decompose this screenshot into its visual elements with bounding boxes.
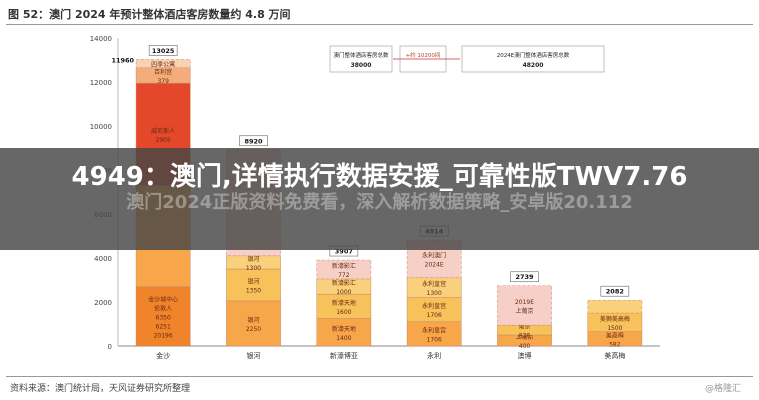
bar-total-label: 8920	[244, 137, 263, 145]
segment-label: 1400	[336, 335, 351, 342]
bar-segment	[135, 59, 191, 68]
segment-label: 1600	[336, 309, 351, 316]
bar-segment	[406, 321, 462, 347]
bar-total-label: 3907	[335, 248, 353, 256]
segment-label: 2905	[156, 137, 171, 144]
segment-label: 1350	[246, 287, 261, 294]
segment-label: 银河	[247, 277, 259, 285]
x-tick-label: 银河	[247, 351, 261, 360]
x-tick-label: 金沙	[156, 351, 170, 360]
segment-label: 6251	[156, 323, 171, 330]
segment-label: 永利皇宫	[422, 326, 446, 334]
segment-label: 400	[519, 343, 531, 350]
bottom-rule	[6, 376, 753, 377]
x-tick-label: 永利	[427, 351, 441, 360]
segment-label: 威尼斯人	[151, 127, 175, 135]
segment-label: 百利宫	[154, 68, 172, 76]
segment-label: 6350	[156, 314, 171, 321]
total-box	[239, 135, 268, 147]
segment-label: 四季公寓	[151, 61, 175, 69]
chart-title: 图 52：澳门 2024 年预计整体酒店客房数量约 4.8 万间	[8, 8, 291, 21]
segment-label: 银河	[247, 316, 259, 324]
callout-label: 澳门整体酒店客房总数	[333, 51, 389, 59]
total-box	[600, 285, 630, 297]
total-box	[148, 45, 178, 56]
segment-label: 永利皇宫	[422, 302, 446, 310]
y-tick-label: 2000	[94, 299, 112, 307]
source-note: 资料来源：澳门统计局，天风证券研究所整理	[10, 384, 191, 394]
headline-overlay	[0, 148, 759, 250]
x-tick-label: 新濠博亚	[330, 351, 358, 360]
bar-segment	[316, 259, 372, 280]
segment-label: 永利皇宫	[422, 280, 446, 288]
bar-segment	[226, 300, 281, 347]
segment-label: 2019E	[515, 299, 534, 306]
segment-label: 新濠影汇	[332, 279, 356, 287]
annotation-label: 11960	[111, 56, 134, 64]
callout-label: +约 10200间	[406, 51, 441, 59]
segment-label: 永利澳门	[422, 251, 446, 259]
bar-segment	[135, 286, 191, 347]
segment-label: 伦敦人	[154, 304, 172, 312]
segment-label: 1500	[607, 325, 622, 332]
segment-label: 1706	[427, 312, 442, 319]
headline-text: 4949：澳门,详情执行数据安援_可靠性版TWV7.76	[71, 162, 688, 192]
callout-label: 2024E澳门整体酒店客房总数	[497, 51, 570, 59]
segment-label: 上葡京	[515, 333, 533, 341]
segment-label: 20196	[154, 332, 173, 339]
top-rule	[6, 24, 753, 25]
segment-label: 1000	[336, 289, 351, 296]
segment-label: 新濠天地	[332, 325, 356, 333]
bar-total-label: 2082	[606, 288, 624, 296]
y-tick-label: 10000	[90, 123, 112, 131]
total-box	[510, 271, 539, 283]
segment-label: 1300	[427, 290, 442, 297]
y-tick-label: 12000	[90, 79, 112, 87]
bar-segment	[226, 268, 281, 302]
bar-total-label: 2739	[515, 273, 534, 281]
callout-value: 38000	[351, 62, 372, 69]
x-tick-label: 澳博	[518, 351, 532, 360]
bar-segment	[497, 285, 552, 326]
segment-label: 新濠天地	[332, 299, 356, 307]
segment-label: 772	[338, 272, 350, 279]
segment-label: 2024E	[425, 261, 444, 268]
segment-label: 582	[609, 341, 621, 348]
segment-label: 2250	[246, 326, 261, 333]
y-tick-label: 4000	[94, 255, 112, 263]
y-tick-label: 0	[108, 343, 112, 351]
segment-label: 新濠影汇	[332, 262, 356, 270]
bar-segment	[406, 297, 462, 323]
y-tick-label: 14000	[90, 35, 112, 43]
bar-segment	[587, 299, 643, 314]
segment-label: 上葡京	[515, 307, 533, 315]
segment-label: 美狮美高梅	[600, 315, 630, 323]
bar-segment	[316, 294, 372, 319]
overlay-subtext: 澳门2024正版资料免费看，深入解析数据策略_安卓版20.112	[126, 192, 633, 213]
bar-total-label: 13025	[152, 47, 175, 55]
bar-segment	[316, 318, 372, 347]
segment-label: 银河	[247, 255, 259, 263]
segment-label: 1300	[246, 265, 261, 272]
segment-label: 1706	[427, 336, 442, 343]
segment-label: 379	[157, 78, 169, 85]
segment-label: 美高梅	[606, 331, 624, 339]
watermark: @格隆汇	[704, 384, 741, 394]
segment-label: 838	[519, 333, 531, 340]
segment-label: 葡京	[518, 323, 530, 331]
segment-label: 金沙城中心	[148, 295, 178, 303]
callout-box	[461, 45, 605, 73]
callout-value: 48200	[523, 62, 544, 69]
callout-box	[329, 45, 393, 73]
x-tick-label: 美高梅	[604, 351, 625, 360]
